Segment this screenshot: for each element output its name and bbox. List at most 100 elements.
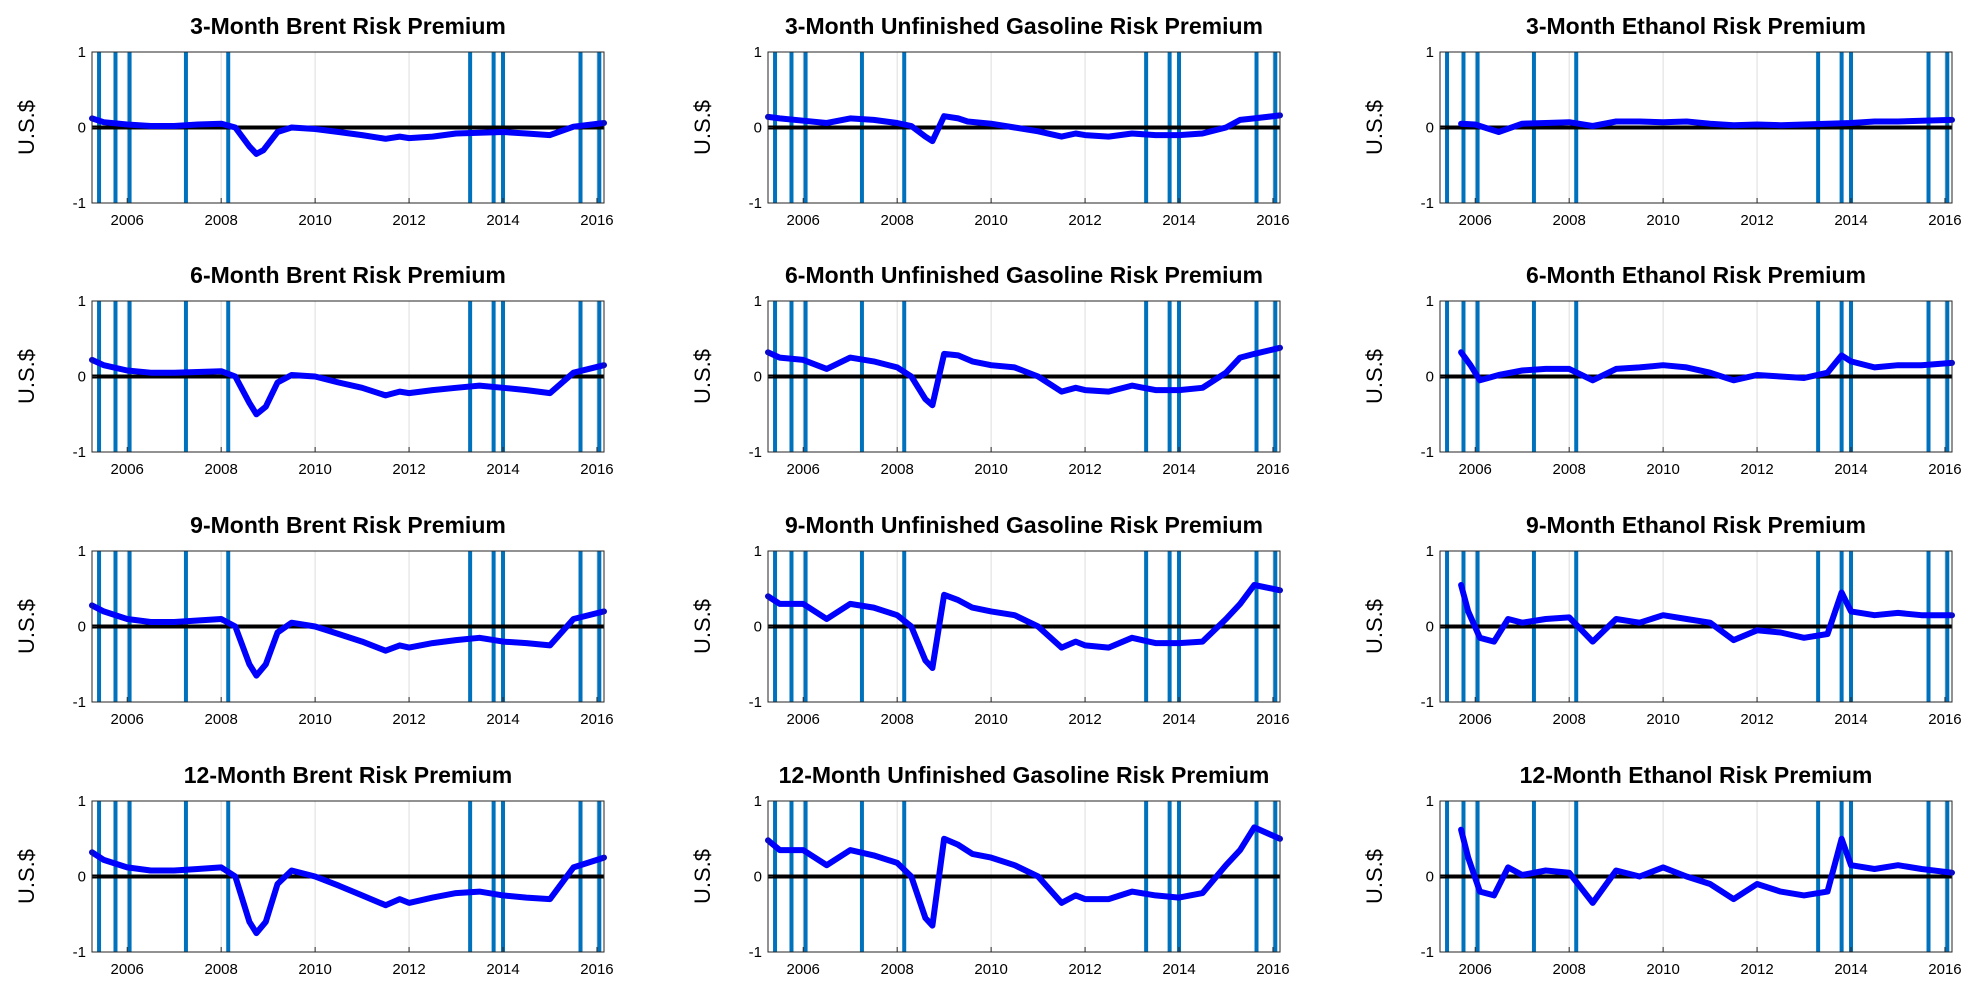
- x-tick-label: 2014: [1834, 212, 1867, 229]
- x-tick-label: 2006: [1459, 961, 1492, 978]
- y-tick-label: -1: [1421, 944, 1434, 961]
- chart-title: 12-Month Ethanol Risk Premium: [1520, 762, 1873, 788]
- y-tick-label: -1: [749, 694, 762, 711]
- x-tick-label: 2006: [1459, 212, 1492, 229]
- x-tick-label: 2006: [111, 461, 144, 478]
- x-tick-label: 2010: [298, 212, 331, 229]
- chart-panel: 6-Month Unfinished Gasoline Risk Premium…: [690, 262, 1290, 478]
- chart-panel: 12-Month Brent Risk Premium 1 0 -1 2006 2008 2…: [14, 762, 614, 978]
- y-axis-label: U.S.$: [690, 849, 715, 904]
- y-axis-label: U.S.$: [690, 599, 715, 654]
- chart-panel: 9-Month Brent Risk Premium 1 0 -1 2006 2008 20…: [14, 512, 614, 728]
- x-tick-label: 2008: [204, 711, 237, 728]
- y-axis-label: U.S.$: [690, 100, 715, 155]
- risk-premium-line: [89, 356, 607, 418]
- chart-title: 9-Month Brent Risk Premium: [190, 512, 506, 538]
- y-axis-label: U.S.$: [14, 349, 39, 404]
- x-tick-label: 2012: [392, 961, 425, 978]
- chart-panel: 6-Month Brent Risk Premium 1 0 -1 2006 2008 20…: [14, 262, 614, 478]
- x-tick-label: 2008: [1552, 961, 1585, 978]
- x-tick-label: 2012: [1740, 711, 1773, 728]
- x-tick-label: 2010: [974, 212, 1007, 229]
- y-axis-label: U.S.$: [14, 599, 39, 654]
- risk-premium-line: [1458, 349, 1955, 384]
- y-tick-label: 0: [78, 120, 86, 137]
- x-tick-label: 2006: [787, 961, 820, 978]
- x-tick-label: 2008: [880, 711, 913, 728]
- x-tick-label: 2006: [787, 461, 820, 478]
- x-tick-label: 2016: [1256, 212, 1289, 229]
- x-tick-label: 2016: [1256, 961, 1289, 978]
- x-tick-label: 2012: [1068, 212, 1101, 229]
- risk-premium-line: [765, 824, 1283, 929]
- x-tick-label: 2010: [298, 961, 331, 978]
- risk-premium-line: [765, 112, 1283, 145]
- y-tick-label: 1: [754, 44, 762, 61]
- y-tick-label: 0: [754, 120, 762, 137]
- y-tick-label: 0: [78, 369, 86, 386]
- x-tick-label: 2014: [1834, 961, 1867, 978]
- risk-premium-line: [1458, 826, 1955, 906]
- x-tick-label: 2012: [392, 212, 425, 229]
- y-tick-label: 1: [1426, 44, 1434, 61]
- chart-title: 6-Month Ethanol Risk Premium: [1526, 262, 1866, 288]
- x-tick-label: 2008: [204, 961, 237, 978]
- x-tick-label: 2010: [974, 961, 1007, 978]
- x-tick-label: 2008: [1552, 711, 1585, 728]
- x-tick-label: 2008: [880, 212, 913, 229]
- x-tick-label: 2010: [1646, 711, 1679, 728]
- y-tick-label: -1: [1421, 694, 1434, 711]
- x-tick-label: 2012: [1068, 711, 1101, 728]
- y-tick-label: 1: [78, 44, 86, 61]
- x-tick-label: 2006: [111, 212, 144, 229]
- chart-panel: 12-Month Unfinished Gasoline Risk Premiu…: [690, 762, 1290, 978]
- y-axis-label: U.S.$: [690, 349, 715, 404]
- x-tick-label: 2016: [1256, 711, 1289, 728]
- x-tick-label: 2012: [1068, 961, 1101, 978]
- x-tick-label: 2014: [1834, 461, 1867, 478]
- risk-premium-line: [765, 344, 1283, 409]
- y-tick-label: -1: [1421, 195, 1434, 212]
- x-tick-label: 2016: [1928, 961, 1961, 978]
- y-axis-label: U.S.$: [14, 849, 39, 904]
- y-tick-label: 1: [78, 793, 86, 810]
- x-tick-label: 2014: [1162, 711, 1195, 728]
- chart-title: 3-Month Brent Risk Premium: [190, 13, 506, 39]
- y-tick-label: 0: [1426, 619, 1434, 636]
- y-tick-label: 0: [78, 619, 86, 636]
- x-tick-label: 2010: [298, 461, 331, 478]
- chart-title: 6-Month Brent Risk Premium: [190, 262, 506, 288]
- y-tick-label: -1: [73, 444, 86, 461]
- chart-title: 9-Month Ethanol Risk Premium: [1526, 512, 1866, 538]
- y-tick-label: 1: [1426, 793, 1434, 810]
- risk-premium-line: [1458, 582, 1955, 645]
- x-tick-label: 2016: [1928, 212, 1961, 229]
- y-tick-label: 0: [78, 869, 86, 886]
- risk-premium-line: [1458, 116, 1955, 135]
- x-tick-label: 2014: [1162, 461, 1195, 478]
- x-tick-label: 2008: [1552, 461, 1585, 478]
- risk-premium-line: [89, 602, 607, 679]
- chart-title: 3-Month Unfinished Gasoline Risk Premium: [785, 13, 1263, 39]
- chart-panel: 3-Month Ethanol Risk Premium 1 0 -1 2006 2008…: [1362, 13, 1962, 229]
- risk-premium-line: [89, 115, 607, 157]
- x-tick-label: 2008: [880, 961, 913, 978]
- x-tick-label: 2012: [1740, 212, 1773, 229]
- x-tick-label: 2016: [1928, 711, 1961, 728]
- x-tick-label: 2008: [1552, 212, 1585, 229]
- chart-panel: 9-Month Ethanol Risk Premium 1 0 -1 2006 2008…: [1362, 512, 1962, 728]
- x-tick-label: 2012: [1740, 961, 1773, 978]
- y-tick-label: 1: [1426, 543, 1434, 560]
- y-tick-label: 1: [78, 543, 86, 560]
- x-tick-label: 2014: [1834, 711, 1867, 728]
- x-tick-label: 2010: [1646, 212, 1679, 229]
- chart-title: 9-Month Unfinished Gasoline Risk Premium: [785, 512, 1263, 538]
- x-tick-label: 2012: [392, 461, 425, 478]
- y-tick-label: 1: [78, 293, 86, 310]
- y-tick-label: -1: [1421, 444, 1434, 461]
- x-tick-label: 2012: [1068, 461, 1101, 478]
- chart-panel: 3-Month Unfinished Gasoline Risk Premium…: [690, 13, 1290, 229]
- x-tick-label: 2010: [1646, 461, 1679, 478]
- chart-panel: 12-Month Ethanol Risk Premium 1 0 -1 2006 200…: [1362, 762, 1962, 978]
